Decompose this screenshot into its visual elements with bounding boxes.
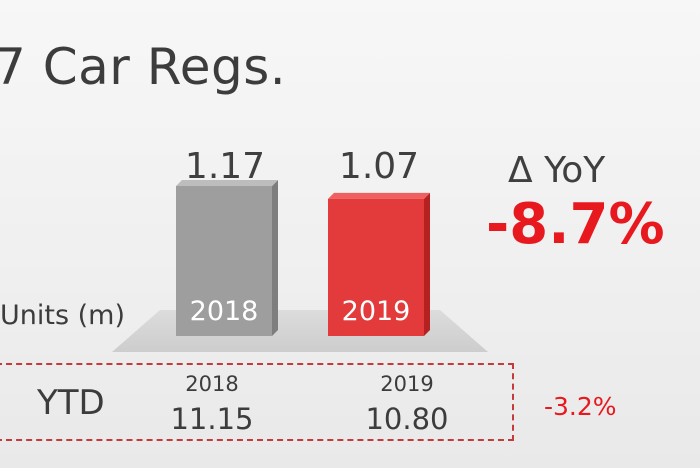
chart-title: 7 Car Regs. <box>0 38 287 96</box>
chart-platform <box>112 310 488 352</box>
ytd-value-2018: 11.15 <box>170 402 254 436</box>
bar-front <box>176 186 272 336</box>
bar-value-label-2019: 1.07 <box>338 146 420 187</box>
bar-2018: 2018 <box>176 180 278 336</box>
units-label: Units (m) <box>0 300 125 331</box>
bar-category-label-2018: 2018 <box>190 296 259 327</box>
bar-side <box>424 192 430 336</box>
bar-top <box>328 192 430 199</box>
ytd-value-2019: 10.80 <box>365 402 449 436</box>
delta-yoy-value: -8.7% <box>486 192 665 257</box>
ytd-label: YTD <box>37 383 105 423</box>
ytd-box <box>0 363 514 441</box>
bar-category-label-2019: 2019 <box>342 296 411 327</box>
bar-side <box>272 180 278 336</box>
ytd-year-2019: 2019 <box>380 372 434 396</box>
bar-top <box>176 180 278 186</box>
delta-yoy-label: Δ YoY <box>508 150 606 191</box>
ytd-delta: -3.2% <box>544 392 617 421</box>
bar-2019: 2019 <box>328 192 430 336</box>
bar-value-label-2018: 1.17 <box>184 146 266 187</box>
ytd-year-2018: 2018 <box>185 372 239 396</box>
bar-front <box>328 198 424 336</box>
